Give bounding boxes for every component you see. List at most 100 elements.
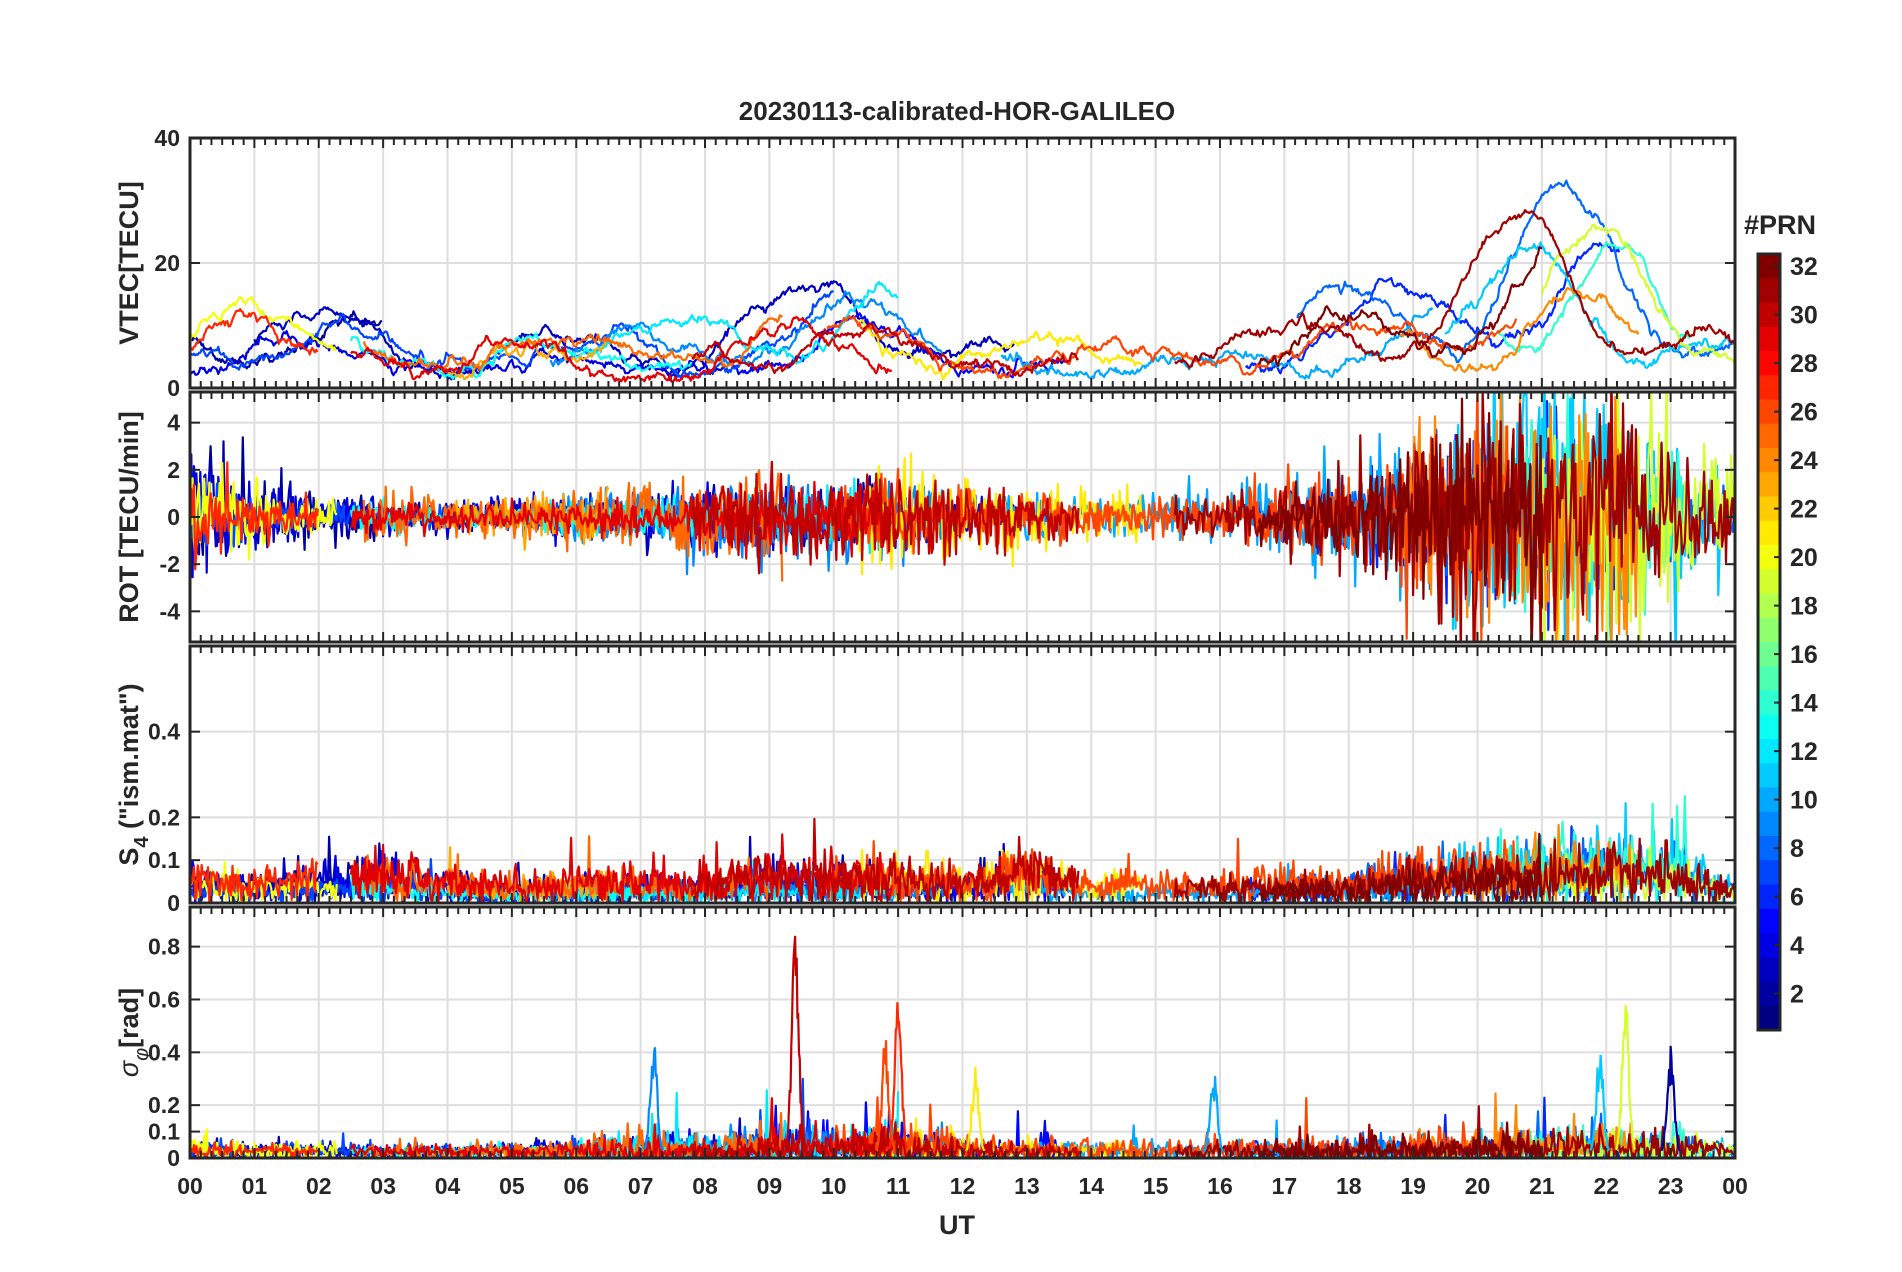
- peak-prn-9: [643, 1047, 664, 1151]
- colorbar-segment-10: [1758, 787, 1780, 813]
- colorbar-tick-label: 28: [1790, 350, 1818, 378]
- x-axis-label: UT: [939, 1210, 975, 1240]
- peak-prn-2: [1660, 1045, 1681, 1152]
- y-tick-label: 0.2: [148, 1092, 180, 1118]
- colorbar-segment-32: [1758, 254, 1780, 279]
- series-group-vtec: [190, 179, 1735, 383]
- colorbar-tick-label: 12: [1790, 738, 1818, 766]
- series-group-sigma_phi: [190, 935, 1735, 1158]
- x-tick-label: 19: [1400, 1173, 1426, 1199]
- y-tick-label: 0: [167, 504, 180, 530]
- y-tick-label: -2: [160, 551, 180, 577]
- colorbar-segment-5: [1758, 908, 1780, 934]
- x-tick-label: 18: [1336, 1173, 1362, 1199]
- y-label-phi: φ: [131, 1048, 153, 1061]
- y-tick-label: 0: [167, 375, 180, 401]
- x-tick-label: 03: [370, 1173, 396, 1199]
- colorbar-tick-label: 18: [1790, 593, 1818, 621]
- series-line-prn-20: [190, 461, 338, 561]
- series-line-prn-27: [190, 461, 319, 571]
- x-tick-label: 12: [950, 1173, 976, 1199]
- series-line-prn-27: [190, 308, 319, 356]
- colorbar-tick-label: 16: [1790, 641, 1818, 669]
- x-tick-label: 00: [1722, 1173, 1748, 1199]
- panel-vtec: 0 20 40 VTEC[TECU]: [114, 125, 1737, 401]
- x-tick-label: 23: [1658, 1173, 1684, 1199]
- peak-prn-21: [965, 1066, 986, 1152]
- x-tick-label: 00: [177, 1173, 203, 1199]
- series-line-prn-3: [253, 280, 1015, 381]
- series-line-prn-25: [362, 314, 784, 374]
- peak-prn-19: [1615, 1004, 1636, 1151]
- colorbar-segment-16: [1758, 642, 1780, 667]
- y-tick-label: 0.6: [148, 986, 180, 1012]
- series-line-prn-27: [190, 857, 319, 903]
- colorbar-frame: [1756, 252, 1782, 1032]
- series-line-prn-14: [1496, 241, 1691, 354]
- y-axis-label-rot: ROT [TECU/min]: [114, 411, 144, 622]
- series-line-prn-30: [691, 460, 1080, 575]
- colorbar-tick-label: 24: [1790, 447, 1818, 475]
- series-line-prn-23: [446, 485, 610, 551]
- y-axis-label-vtec: VTEC[TECU]: [114, 181, 144, 345]
- colorbar-tick-label: 10: [1790, 787, 1818, 815]
- series-line-prn-26: [826, 392, 1518, 642]
- panel-s4: 00.10.20.4S4 ("ism.mat"): [114, 644, 1737, 916]
- y-axis-label-sigma_phi: σφ[rad]: [114, 988, 153, 1077]
- y-tick-label: 0: [167, 1145, 180, 1171]
- y-label-rest: ("ism.mat"): [114, 683, 144, 836]
- colorbar-segment-30: [1758, 302, 1780, 328]
- series-line-prn-31: [1174, 209, 1735, 369]
- x-tick-label: 16: [1207, 1173, 1233, 1199]
- series-line-prn-31: [1173, 1105, 1735, 1158]
- colorbar-segment-6: [1758, 884, 1780, 910]
- colorbar-segment-9: [1758, 811, 1780, 837]
- colorbar-segment-7: [1758, 860, 1780, 886]
- colorbar-segment-29: [1758, 326, 1780, 352]
- colorbar-segment-15: [1758, 666, 1780, 692]
- series-line-prn-6: [1244, 242, 1621, 375]
- peak-prn-27: [887, 1002, 909, 1150]
- y-tick-label: -4: [160, 598, 181, 624]
- series-line-prn-32: [1257, 1121, 1543, 1158]
- x-tick-label: 01: [242, 1173, 268, 1199]
- y-axis-label-s4: S4 ("ism.mat"): [114, 683, 153, 865]
- series-group-rot: [190, 392, 1735, 642]
- colorbar-tick-label: 14: [1790, 690, 1818, 718]
- colorbar-segment-14: [1758, 690, 1780, 716]
- peak-prn-10: [1203, 1075, 1224, 1152]
- x-tick-label: 11: [886, 1173, 911, 1199]
- y-tick-label: 2: [167, 457, 180, 483]
- x-tick-label: 08: [692, 1173, 718, 1199]
- y-label-sigma: σ: [114, 1059, 144, 1077]
- y-tick-label: 0.2: [148, 804, 180, 830]
- x-tick-label: 17: [1272, 1173, 1298, 1199]
- series-line-prn-32: [1258, 246, 1542, 367]
- colorbar-segment-1: [1758, 1005, 1780, 1031]
- colorbar-tick-label: 4: [1790, 932, 1804, 960]
- colorbar-segment-28: [1758, 351, 1780, 376]
- colorbar-tick-label: 22: [1790, 496, 1818, 524]
- series-line-prn-21: [858, 319, 1143, 381]
- colorbar-segment-8: [1758, 836, 1780, 861]
- colorbar-tick-label: 30: [1790, 302, 1818, 330]
- colorbar-title: #PRN: [1744, 210, 1816, 240]
- x-tick-label: 02: [306, 1173, 332, 1199]
- peak-prn-26: [875, 1040, 896, 1151]
- colorbar-segment-18: [1758, 593, 1780, 619]
- x-tick-label: 14: [1078, 1173, 1104, 1199]
- y-tick-label: 0: [167, 890, 180, 916]
- series-line-prn-19: [1540, 223, 1735, 364]
- series-line-prn-26: [826, 314, 1518, 380]
- colorbar-segment-12: [1758, 739, 1780, 764]
- x-tick-label: 07: [628, 1173, 654, 1199]
- colorbar-segment-21: [1758, 520, 1780, 546]
- colorbar-segment-13: [1758, 714, 1780, 740]
- colorbar-segment-2: [1758, 981, 1780, 1007]
- x-tick-label: 13: [1014, 1173, 1040, 1199]
- colorbar-tick-label: 6: [1790, 884, 1804, 912]
- y-tick-label: 0.4: [148, 1039, 180, 1065]
